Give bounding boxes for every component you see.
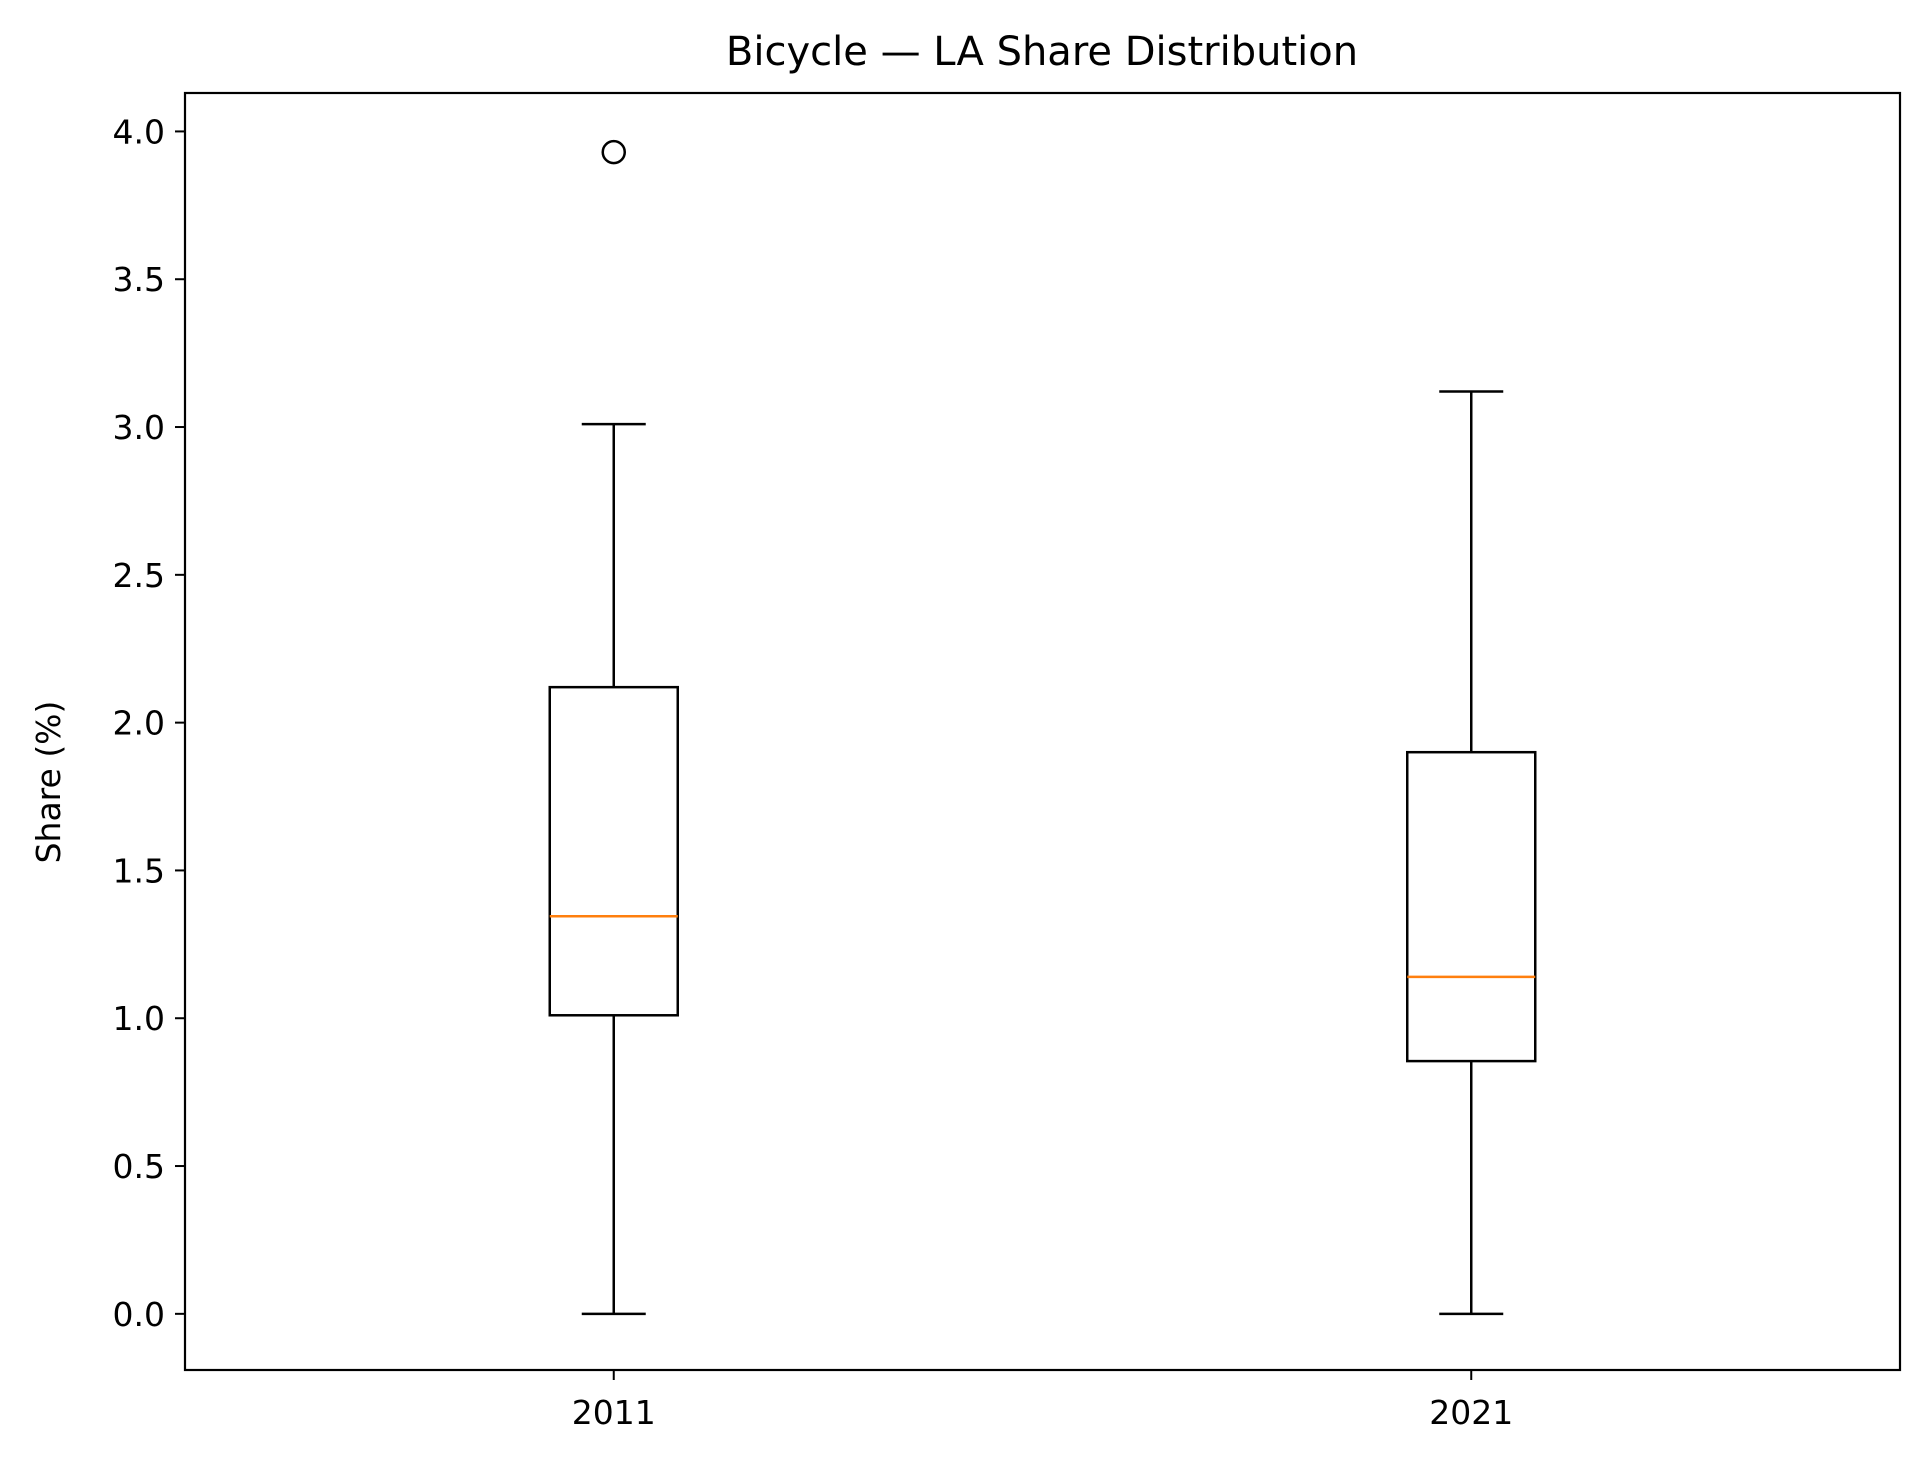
x-axis: 2011 2021 xyxy=(572,1370,1513,1432)
y-tick-label: 3.5 xyxy=(113,260,165,299)
y-tick-label: 2.0 xyxy=(113,704,165,743)
iqr-box xyxy=(548,685,679,1017)
chart-title: Bicycle — LA Share Distribution xyxy=(726,29,1358,75)
plot-area-frame xyxy=(183,91,1902,1372)
outlier-point xyxy=(601,139,626,165)
box-series xyxy=(548,139,1537,1316)
box-group-2011 xyxy=(548,139,679,1316)
x-tick-label: 2011 xyxy=(572,1393,656,1432)
y-tick-label: 1.0 xyxy=(113,999,165,1038)
box-group-2021 xyxy=(1406,390,1537,1316)
y-axis-label: Share (%) xyxy=(29,701,68,864)
x-tick-label: 2021 xyxy=(1429,1393,1513,1432)
y-tick-label: 2.5 xyxy=(113,556,165,595)
y-tick-label: 4.0 xyxy=(113,112,165,151)
y-tick-label: 1.5 xyxy=(113,851,165,890)
iqr-box xyxy=(1406,750,1537,1063)
y-axis: 0.0 0.5 1.0 1.5 2.0 2.5 3.0 3.5 4.0 xyxy=(113,112,185,1334)
y-tick-label: 3.0 xyxy=(113,408,165,447)
y-tick-label: 0.0 xyxy=(113,1295,165,1334)
y-tick-label: 0.5 xyxy=(113,1147,165,1186)
